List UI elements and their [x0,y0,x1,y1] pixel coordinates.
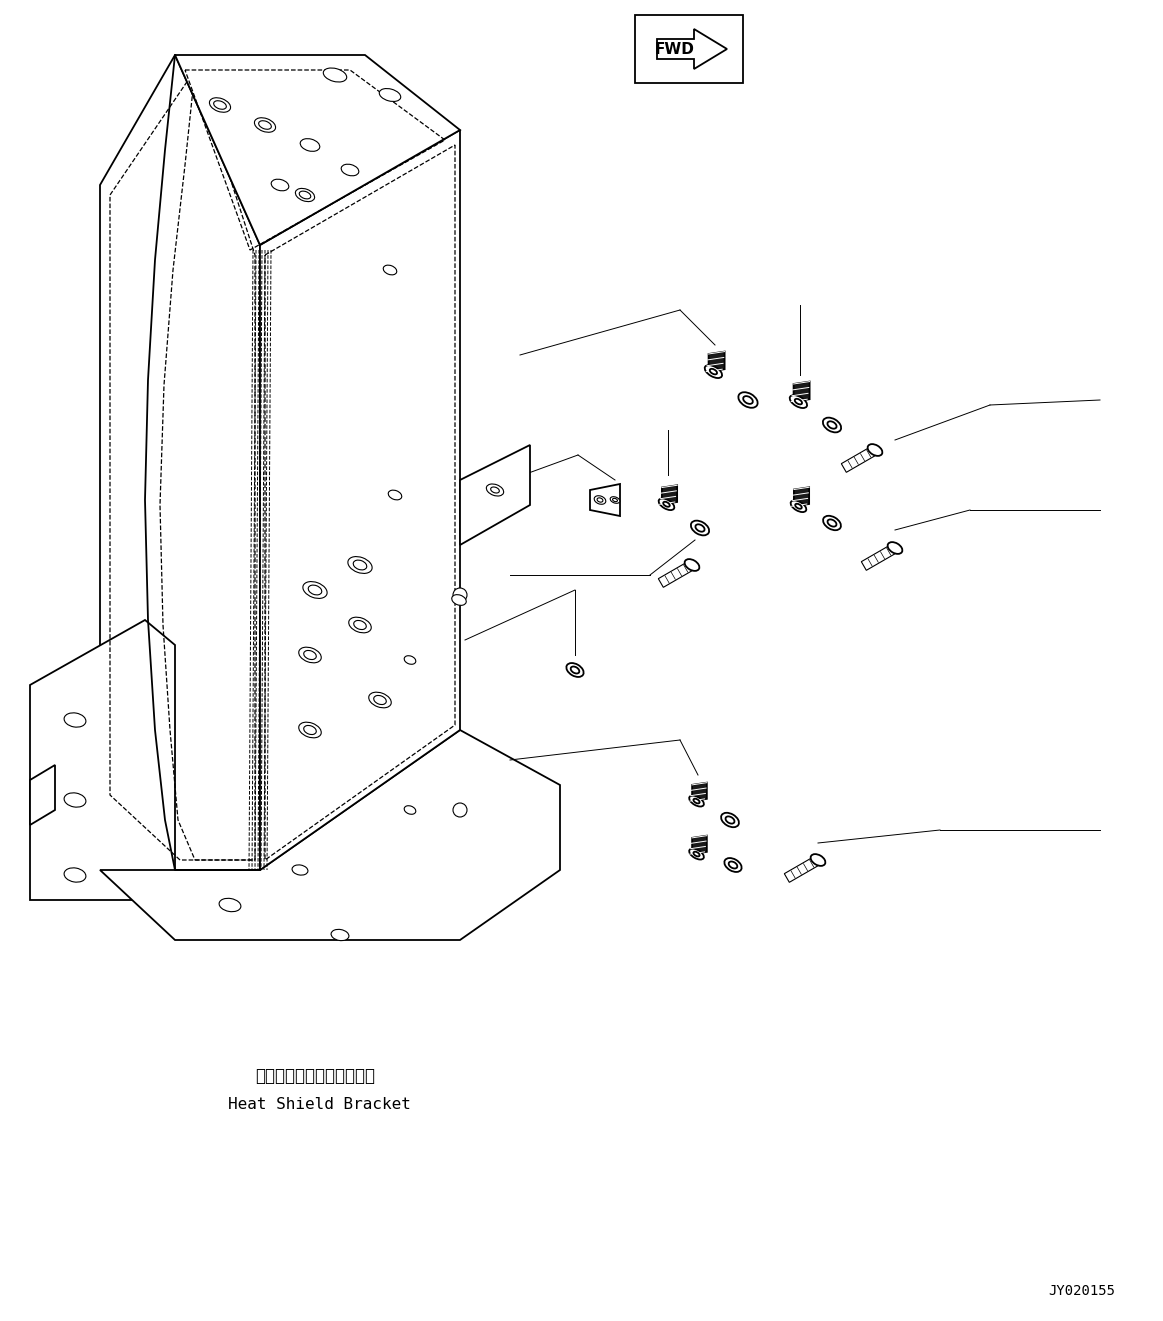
Ellipse shape [405,806,416,814]
Ellipse shape [658,498,675,510]
Ellipse shape [214,100,227,110]
Polygon shape [174,55,461,244]
Polygon shape [841,445,878,473]
Ellipse shape [491,487,499,493]
Text: JY020155: JY020155 [1048,1284,1115,1299]
Ellipse shape [613,498,618,502]
Ellipse shape [369,692,391,708]
Ellipse shape [725,859,742,872]
Text: Heat Shield Bracket: Heat Shield Bracket [228,1096,411,1112]
Ellipse shape [663,502,670,507]
Ellipse shape [300,139,320,152]
Ellipse shape [566,663,584,676]
Polygon shape [658,560,694,588]
Ellipse shape [685,559,699,571]
Ellipse shape [811,855,826,865]
Ellipse shape [64,868,86,882]
Ellipse shape [304,725,316,734]
Ellipse shape [691,520,709,535]
Ellipse shape [271,180,288,190]
Polygon shape [30,765,55,826]
Polygon shape [100,731,561,941]
Ellipse shape [373,695,386,704]
Ellipse shape [302,581,327,598]
Polygon shape [692,782,707,801]
Ellipse shape [388,490,401,499]
Ellipse shape [331,930,349,941]
Ellipse shape [379,89,401,102]
Ellipse shape [258,120,271,129]
Polygon shape [590,483,620,517]
Polygon shape [784,856,821,882]
Ellipse shape [341,164,359,176]
Ellipse shape [64,713,86,727]
Ellipse shape [64,793,86,807]
Ellipse shape [354,560,366,569]
Polygon shape [793,382,809,402]
Ellipse shape [705,365,722,378]
Ellipse shape [823,515,841,530]
Ellipse shape [349,617,371,633]
Ellipse shape [451,594,466,605]
Ellipse shape [354,621,366,630]
Ellipse shape [828,519,836,527]
Ellipse shape [384,266,397,275]
Polygon shape [657,29,727,69]
Ellipse shape [721,812,739,827]
Ellipse shape [690,848,704,860]
Polygon shape [461,445,530,546]
Ellipse shape [690,795,704,807]
Ellipse shape [292,865,308,875]
Ellipse shape [594,495,606,505]
Ellipse shape [597,498,602,502]
Polygon shape [692,836,707,855]
Polygon shape [635,15,743,83]
Ellipse shape [299,723,321,738]
Ellipse shape [709,369,718,374]
Ellipse shape [299,647,321,663]
Ellipse shape [695,524,705,531]
Ellipse shape [726,816,735,823]
Polygon shape [100,55,261,871]
Polygon shape [261,129,461,871]
Ellipse shape [791,501,806,513]
Ellipse shape [323,67,347,82]
Ellipse shape [887,542,902,553]
Ellipse shape [299,192,311,199]
Ellipse shape [743,396,752,404]
Ellipse shape [693,799,700,803]
Polygon shape [708,351,725,371]
Ellipse shape [219,898,241,911]
Circle shape [454,803,468,816]
Ellipse shape [794,399,802,404]
Ellipse shape [795,503,801,509]
Ellipse shape [729,861,737,868]
Ellipse shape [308,585,322,594]
Ellipse shape [304,650,316,659]
Ellipse shape [611,497,620,503]
Text: FWD: FWD [655,42,695,58]
Ellipse shape [868,444,883,456]
Ellipse shape [827,421,836,429]
Ellipse shape [348,556,372,573]
Ellipse shape [693,852,700,856]
Circle shape [454,588,468,602]
Ellipse shape [405,655,416,664]
Ellipse shape [209,98,230,112]
Ellipse shape [739,392,757,408]
Ellipse shape [790,395,807,408]
Ellipse shape [255,118,276,132]
Ellipse shape [823,417,841,432]
Polygon shape [794,487,809,506]
Polygon shape [30,620,174,900]
Polygon shape [862,544,898,571]
Polygon shape [662,485,677,505]
Text: ヒートシールドブラケット: ヒートシールドブラケット [255,1067,374,1085]
Ellipse shape [571,667,579,674]
Ellipse shape [295,189,315,202]
Ellipse shape [486,483,504,495]
